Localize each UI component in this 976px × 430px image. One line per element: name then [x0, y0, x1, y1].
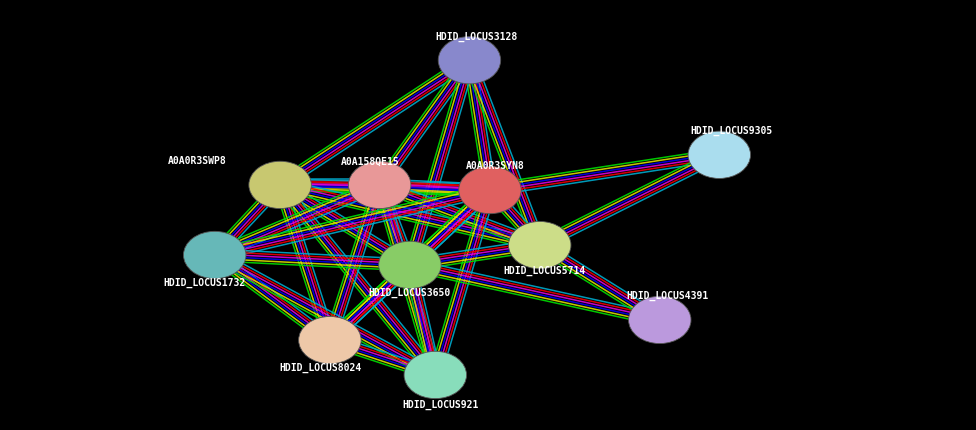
Ellipse shape	[183, 231, 246, 279]
Text: A0A0R3SWP8: A0A0R3SWP8	[168, 156, 226, 166]
Ellipse shape	[629, 296, 691, 344]
Ellipse shape	[379, 241, 441, 289]
Text: HDID_LOCUS5714: HDID_LOCUS5714	[504, 266, 586, 276]
Ellipse shape	[459, 166, 521, 214]
Text: HDID_LOCUS1732: HDID_LOCUS1732	[164, 278, 246, 288]
Text: A0A158QE15: A0A158QE15	[341, 156, 399, 166]
Text: HDID_LOCUS9305: HDID_LOCUS9305	[690, 126, 772, 136]
Ellipse shape	[438, 37, 501, 84]
Ellipse shape	[404, 351, 467, 399]
Ellipse shape	[688, 131, 751, 178]
Ellipse shape	[508, 221, 571, 269]
Text: HDID_LOCUS8024: HDID_LOCUS8024	[279, 363, 361, 373]
Text: HDID_LOCUS3128: HDID_LOCUS3128	[435, 31, 517, 42]
Ellipse shape	[299, 316, 361, 364]
Ellipse shape	[348, 161, 411, 209]
Ellipse shape	[249, 161, 311, 209]
Text: A0A0R3SYN8: A0A0R3SYN8	[466, 161, 524, 172]
Text: HDID_LOCUS3650: HDID_LOCUS3650	[369, 288, 451, 298]
Text: HDID_LOCUS4391: HDID_LOCUS4391	[627, 291, 709, 301]
Text: HDID_LOCUS921: HDID_LOCUS921	[402, 400, 478, 410]
